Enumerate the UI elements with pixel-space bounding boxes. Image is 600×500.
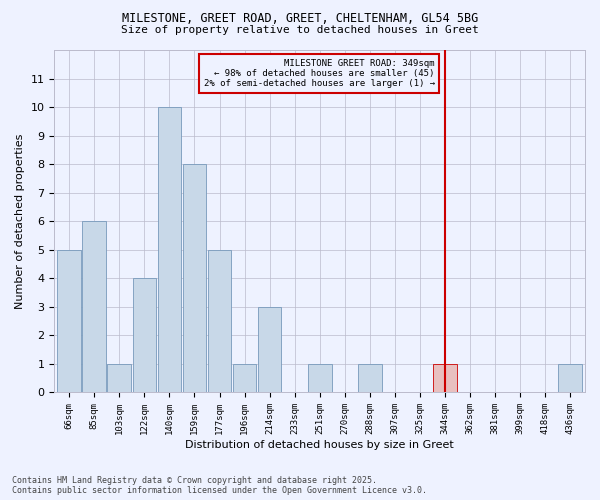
- Bar: [58, 250, 81, 392]
- Bar: [208, 250, 232, 392]
- Bar: [233, 364, 256, 392]
- Bar: [433, 364, 457, 392]
- Text: Contains HM Land Registry data © Crown copyright and database right 2025.
Contai: Contains HM Land Registry data © Crown c…: [12, 476, 427, 495]
- Bar: [558, 364, 582, 392]
- Bar: [82, 221, 106, 392]
- Bar: [358, 364, 382, 392]
- Bar: [107, 364, 131, 392]
- Bar: [257, 307, 281, 392]
- Text: MILESTONE, GREET ROAD, GREET, CHELTENHAM, GL54 5BG: MILESTONE, GREET ROAD, GREET, CHELTENHAM…: [122, 12, 478, 26]
- Bar: [133, 278, 156, 392]
- Bar: [182, 164, 206, 392]
- Text: MILESTONE GREET ROAD: 349sqm
← 98% of detached houses are smaller (45)
2% of sem: MILESTONE GREET ROAD: 349sqm ← 98% of de…: [203, 58, 435, 88]
- Text: Size of property relative to detached houses in Greet: Size of property relative to detached ho…: [121, 25, 479, 35]
- Bar: [308, 364, 332, 392]
- Bar: [158, 107, 181, 393]
- Y-axis label: Number of detached properties: Number of detached properties: [15, 134, 25, 309]
- X-axis label: Distribution of detached houses by size in Greet: Distribution of detached houses by size …: [185, 440, 454, 450]
